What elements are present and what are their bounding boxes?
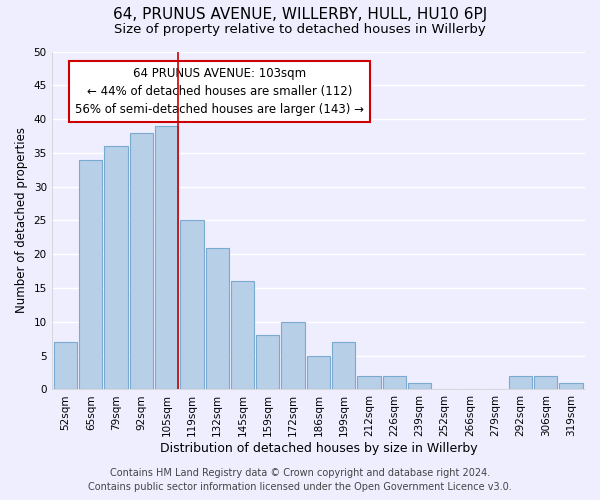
- Bar: [206, 248, 229, 390]
- Bar: [534, 376, 557, 390]
- Bar: [155, 126, 178, 390]
- Text: 64, PRUNUS AVENUE, WILLERBY, HULL, HU10 6PJ: 64, PRUNUS AVENUE, WILLERBY, HULL, HU10 …: [113, 8, 487, 22]
- Bar: [54, 342, 77, 390]
- Bar: [383, 376, 406, 390]
- Text: 64 PRUNUS AVENUE: 103sqm
← 44% of detached houses are smaller (112)
56% of semi-: 64 PRUNUS AVENUE: 103sqm ← 44% of detach…: [75, 66, 364, 116]
- Text: Size of property relative to detached houses in Willerby: Size of property relative to detached ho…: [114, 22, 486, 36]
- Bar: [104, 146, 128, 390]
- Bar: [130, 132, 153, 390]
- Bar: [79, 160, 103, 390]
- Text: Contains HM Land Registry data © Crown copyright and database right 2024.
Contai: Contains HM Land Registry data © Crown c…: [88, 468, 512, 492]
- Bar: [231, 282, 254, 390]
- Bar: [281, 322, 305, 390]
- Y-axis label: Number of detached properties: Number of detached properties: [15, 128, 28, 314]
- Bar: [357, 376, 380, 390]
- Bar: [256, 336, 280, 390]
- Bar: [332, 342, 355, 390]
- Bar: [408, 382, 431, 390]
- Bar: [307, 356, 330, 390]
- Bar: [181, 220, 203, 390]
- Bar: [559, 382, 583, 390]
- Bar: [509, 376, 532, 390]
- X-axis label: Distribution of detached houses by size in Willerby: Distribution of detached houses by size …: [160, 442, 477, 455]
